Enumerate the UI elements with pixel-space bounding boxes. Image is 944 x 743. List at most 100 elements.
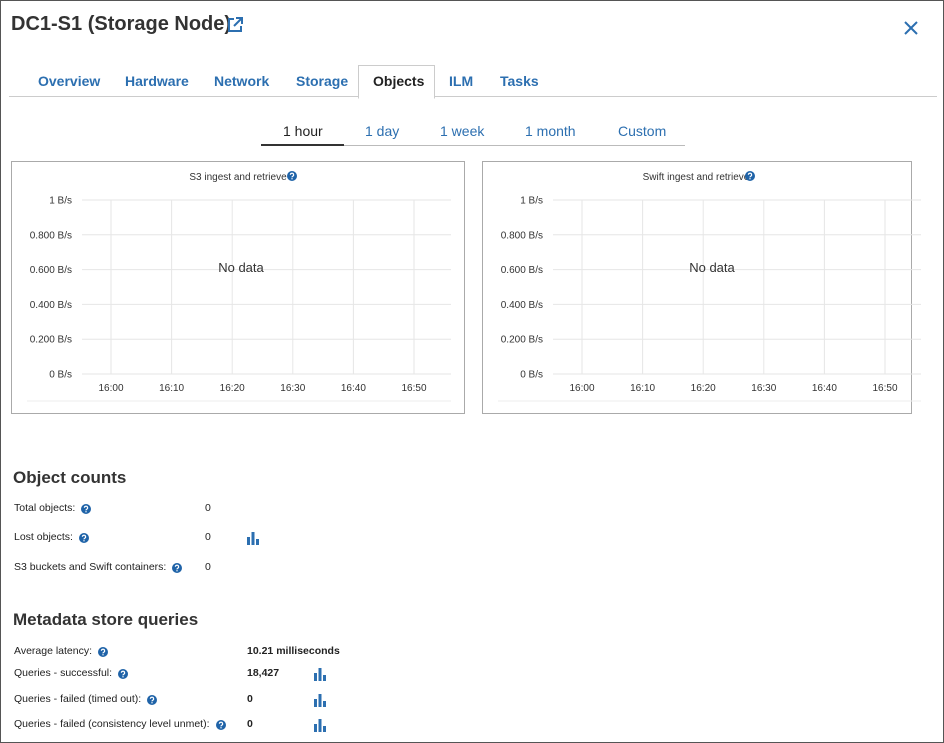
x-tick-label: 16:00 — [98, 383, 123, 394]
row-label: Queries - successful: — [14, 667, 113, 679]
section-title: Metadata store queries — [13, 610, 199, 629]
help-icon-dot — [291, 178, 293, 180]
tab[interactable]: ILM — [449, 73, 474, 89]
help-icon[interactable] — [79, 533, 89, 543]
help-icon-glyph — [747, 172, 753, 178]
time-range[interactable]: Custom — [618, 123, 667, 139]
row-value: 0 — [205, 502, 211, 514]
row-label: Lost objects: — [14, 531, 73, 543]
row-label: Queries - failed (timed out): — [14, 693, 142, 705]
tab[interactable]: Storage — [296, 73, 349, 89]
time-range[interactable]: 1 day — [365, 123, 400, 139]
help-icon[interactable] — [745, 171, 755, 181]
chart-box — [482, 161, 912, 414]
row-label: Queries - failed (consistency level unme… — [14, 718, 210, 730]
row-value: 18,427 — [247, 667, 280, 679]
help-icon-dot — [220, 727, 222, 729]
help-icon-wrap — [216, 720, 226, 730]
row-value: 0 — [247, 693, 253, 705]
tab[interactable]: Overview — [38, 73, 101, 89]
charts: S3 ingest and retrieve 0 B/s 0.200 B/s 0.40… — [11, 161, 921, 414]
help-icon-dot — [749, 178, 751, 180]
x-tick-label: 16:50 — [401, 383, 426, 394]
help-icon-wrap — [98, 647, 108, 657]
help-icon-dot — [83, 540, 85, 542]
y-tick-label: 1 B/s — [49, 196, 72, 207]
x-tick-label: 16:40 — [812, 383, 837, 394]
y-tick-label: 0 B/s — [520, 370, 543, 381]
help-icon[interactable] — [81, 504, 91, 514]
help-icon-wrap — [79, 533, 89, 543]
help-icon-glyph — [120, 670, 126, 676]
section-title: Object counts — [13, 468, 127, 487]
tab-rule — [9, 96, 937, 97]
x-tick-label: 16:30 — [751, 383, 776, 394]
y-tick-label: 0.400 B/s — [30, 300, 72, 311]
x-tick-label: 16:20 — [220, 383, 245, 394]
help-icon[interactable] — [172, 563, 182, 573]
tab[interactable]: Network — [214, 73, 270, 89]
tab[interactable]: Objects — [373, 73, 425, 89]
close-button[interactable] — [904, 21, 918, 35]
y-tick-label: 0.800 B/s — [501, 230, 543, 241]
help-icon-glyph — [149, 696, 155, 702]
tab[interactable]: Tasks — [500, 73, 539, 89]
row-value: 10.21 milliseconds — [247, 645, 340, 657]
time-range[interactable]: 1 hour — [283, 123, 323, 139]
time-range[interactable]: 1 week — [440, 123, 485, 139]
x-tick-label: 16:20 — [691, 383, 716, 394]
y-tick-label: 0.800 B/s — [30, 230, 72, 241]
help-icon-glyph — [174, 564, 180, 570]
chart-box — [11, 161, 465, 414]
help-icon-glyph — [218, 721, 224, 727]
row-label: Average latency: — [14, 645, 93, 657]
y-tick-label: 0.200 B/s — [30, 335, 72, 346]
chart-icon[interactable] — [313, 693, 327, 707]
help-icon-dot — [122, 676, 124, 678]
x-tick-label: 16:40 — [341, 383, 366, 394]
y-tick-label: 0.200 B/s — [501, 335, 543, 346]
help-icon[interactable] — [118, 669, 128, 679]
chart-title: Swift ingest and retrieve — [643, 172, 750, 183]
row-label: S3 buckets and Swift containers: — [14, 561, 167, 573]
chart-icon[interactable] — [313, 718, 327, 732]
no-data-label: No data — [218, 260, 264, 275]
help-icon[interactable] — [147, 695, 157, 705]
help-icon-glyph — [81, 534, 87, 540]
help-icon-dot — [85, 511, 87, 513]
x-tick-label: 16:30 — [280, 383, 305, 394]
chart-icon[interactable] — [313, 667, 327, 681]
row-value: 0 — [247, 718, 253, 730]
y-tick-label: 0.600 B/s — [501, 265, 543, 276]
page-title: DC1-S1 (Storage Node) — [11, 13, 232, 35]
help-icon-wrap — [172, 563, 182, 573]
tab[interactable]: Hardware — [125, 73, 189, 89]
help-icon-wrap — [147, 695, 157, 705]
chart-icon[interactable] — [246, 531, 260, 545]
help-icon[interactable] — [287, 171, 297, 181]
x-tick-label: 16:10 — [630, 383, 655, 394]
row-value: 0 — [205, 561, 211, 573]
active-range-underline — [261, 144, 344, 146]
active-tab-box — [358, 65, 435, 99]
help-icon[interactable] — [216, 720, 226, 730]
row-label: Total objects: — [14, 502, 76, 514]
chart-title: S3 ingest and retrieve — [189, 172, 287, 183]
x-tick-label: 16:50 — [872, 383, 897, 394]
x-tick-label: 16:10 — [159, 383, 184, 394]
help-icon-dot — [102, 654, 104, 656]
x-tick-label: 16:00 — [569, 383, 594, 394]
help-icon-glyph — [289, 172, 295, 178]
time-range[interactable]: 1 month — [525, 123, 576, 139]
y-tick-label: 1 B/s — [520, 196, 543, 207]
help-icon-dot — [176, 570, 178, 572]
help-icon[interactable] — [98, 647, 108, 657]
row-value: 0 — [205, 531, 211, 543]
help-icon-glyph — [100, 648, 106, 654]
range-rule — [261, 145, 685, 146]
y-tick-label: 0.600 B/s — [30, 265, 72, 276]
y-tick-label: 0.400 B/s — [501, 300, 543, 311]
open-link-icon[interactable] — [227, 17, 243, 33]
no-data-label: No data — [689, 260, 735, 275]
